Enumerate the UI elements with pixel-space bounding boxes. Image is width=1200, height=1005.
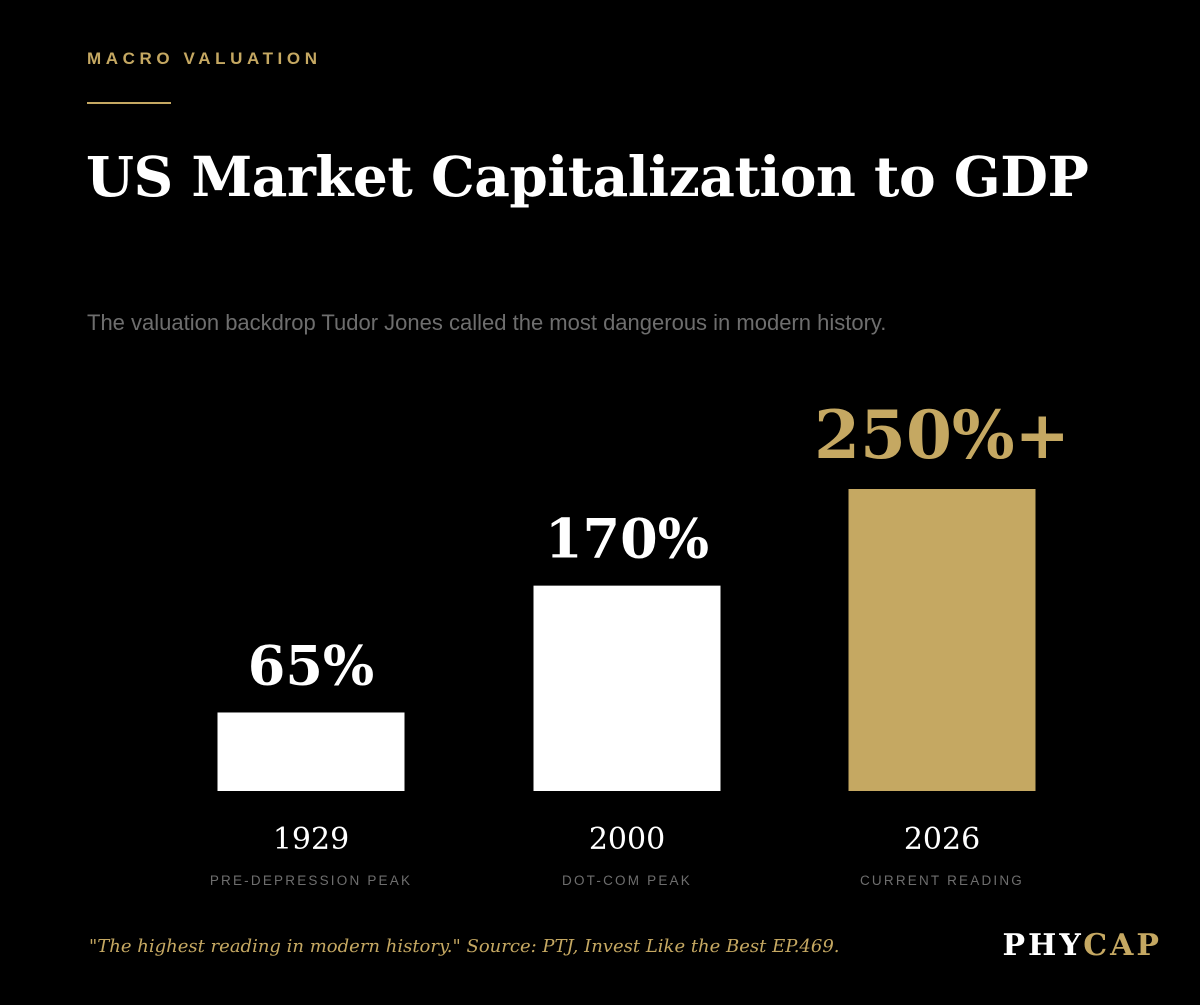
source-note: "The highest reading in modern history."… (89, 936, 840, 957)
bar-2000 (533, 585, 721, 791)
bar-1929 (217, 712, 405, 791)
eyebrow-label: MACRO VALUATION (87, 49, 322, 68)
value-label-2026: 250%+ (814, 396, 1070, 474)
value-label-2000: 170% (545, 507, 709, 571)
eyebrow-divider (87, 102, 171, 104)
category-sublabel-2026: CURRENT READING (860, 873, 1024, 888)
brand-logo: PHYCAP (1002, 928, 1162, 963)
category-label-2026: 2026 (904, 822, 980, 857)
bar-2026 (848, 489, 1036, 791)
category-sublabel-1929: PRE-DEPRESSION PEAK (210, 873, 412, 888)
chart-subtitle: The valuation backdrop Tudor Jones calle… (87, 310, 887, 335)
brand-logo-part2: CAP (1083, 928, 1162, 963)
value-label-1929: 65% (248, 633, 374, 697)
category-label-2000: 2000 (589, 822, 665, 857)
category-sublabel-2000: DOT-COM PEAK (562, 873, 692, 888)
brand-logo-part1: PHY (1002, 928, 1084, 963)
category-label-1929: 1929 (273, 822, 349, 857)
chart-title: US Market Capitalization to GDP (86, 144, 1089, 209)
